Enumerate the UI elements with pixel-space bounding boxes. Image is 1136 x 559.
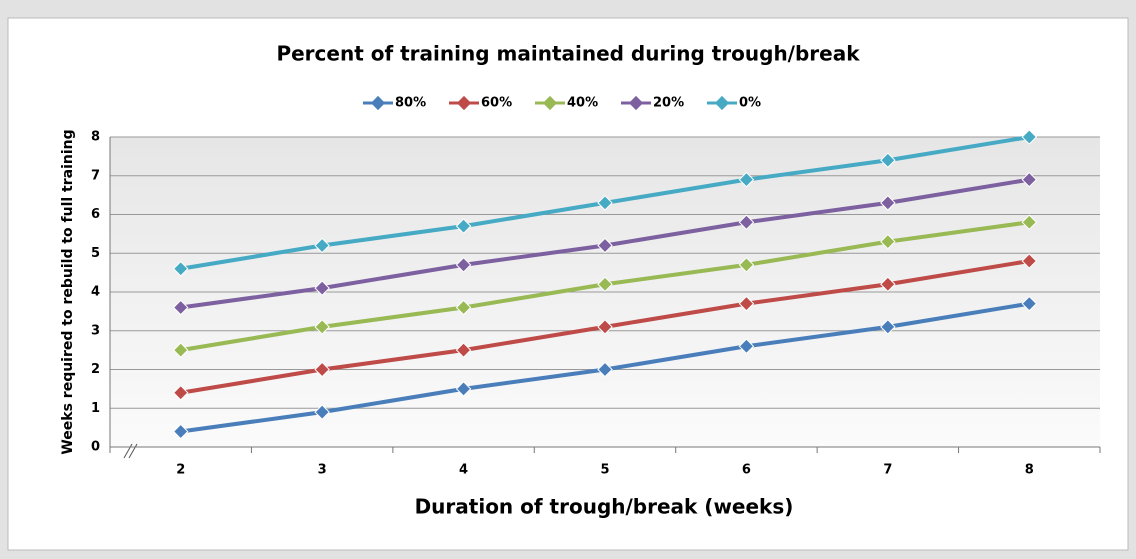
data-point <box>172 299 189 316</box>
x-tick-label: 2 <box>176 463 185 478</box>
x-tick-label: 4 <box>459 463 468 478</box>
data-point <box>455 381 472 397</box>
data-point <box>597 361 613 378</box>
data-point <box>455 342 472 358</box>
data-point <box>1021 171 1038 188</box>
data-point <box>738 257 755 273</box>
legend-marker <box>714 95 730 111</box>
y-tick-label: 7 <box>91 168 100 183</box>
data-point <box>314 280 330 296</box>
y-tick-label: 3 <box>91 323 100 338</box>
data-point <box>172 342 189 358</box>
x-tick-label: 6 <box>742 463 751 478</box>
data-point <box>597 237 613 254</box>
x-tick-label: 8 <box>1025 463 1034 478</box>
y-tick-label: 4 <box>91 285 100 300</box>
legend-marker <box>456 95 472 111</box>
x-tick-label: 5 <box>600 463 609 478</box>
legend-label: 20% <box>653 96 684 111</box>
y-tick-label: 1 <box>91 401 100 416</box>
data-point <box>172 423 189 440</box>
data-point <box>314 237 330 254</box>
legend-label: 80% <box>395 96 426 111</box>
data-point <box>455 299 472 316</box>
data-point <box>880 319 896 335</box>
x-tick-label: 7 <box>883 463 892 478</box>
data-point <box>172 260 189 277</box>
data-point <box>880 195 896 211</box>
data-point <box>314 404 330 420</box>
y-tick-label: 6 <box>91 207 100 222</box>
x-axis-label: Duration of trough/break (weeks) <box>415 495 794 519</box>
data-point <box>1021 129 1038 145</box>
data-point <box>597 276 613 293</box>
chart-title: Percent of training maintained during tr… <box>276 42 860 66</box>
legend-label: 60% <box>481 96 512 111</box>
data-point <box>172 384 189 401</box>
y-tick-label: 2 <box>91 362 100 377</box>
data-point <box>880 233 896 250</box>
data-point <box>597 319 613 335</box>
data-point <box>597 195 613 211</box>
legend-marker <box>370 95 386 111</box>
legend-label: 40% <box>567 96 598 111</box>
data-point <box>455 218 472 234</box>
data-point <box>880 276 896 293</box>
y-tick-label: 8 <box>91 130 100 145</box>
data-point <box>1021 253 1038 269</box>
legend-marker <box>628 95 644 111</box>
data-point <box>314 319 330 335</box>
data-point <box>1021 295 1038 312</box>
y-axis-label: Weeks required to rebuild to full traini… <box>60 129 76 454</box>
data-point <box>1021 214 1038 231</box>
y-tick-label: 0 <box>91 440 100 455</box>
legend-label: 0% <box>739 96 761 111</box>
y-tick-label: 5 <box>91 246 100 261</box>
data-point <box>738 171 755 188</box>
data-point <box>880 152 896 169</box>
data-point <box>738 338 755 355</box>
legend-marker <box>542 95 558 111</box>
data-point <box>455 257 472 273</box>
x-tick-label: 3 <box>318 463 327 478</box>
data-point <box>314 361 330 378</box>
data-point <box>738 214 755 231</box>
axis-break <box>123 443 138 459</box>
data-point <box>738 295 755 312</box>
